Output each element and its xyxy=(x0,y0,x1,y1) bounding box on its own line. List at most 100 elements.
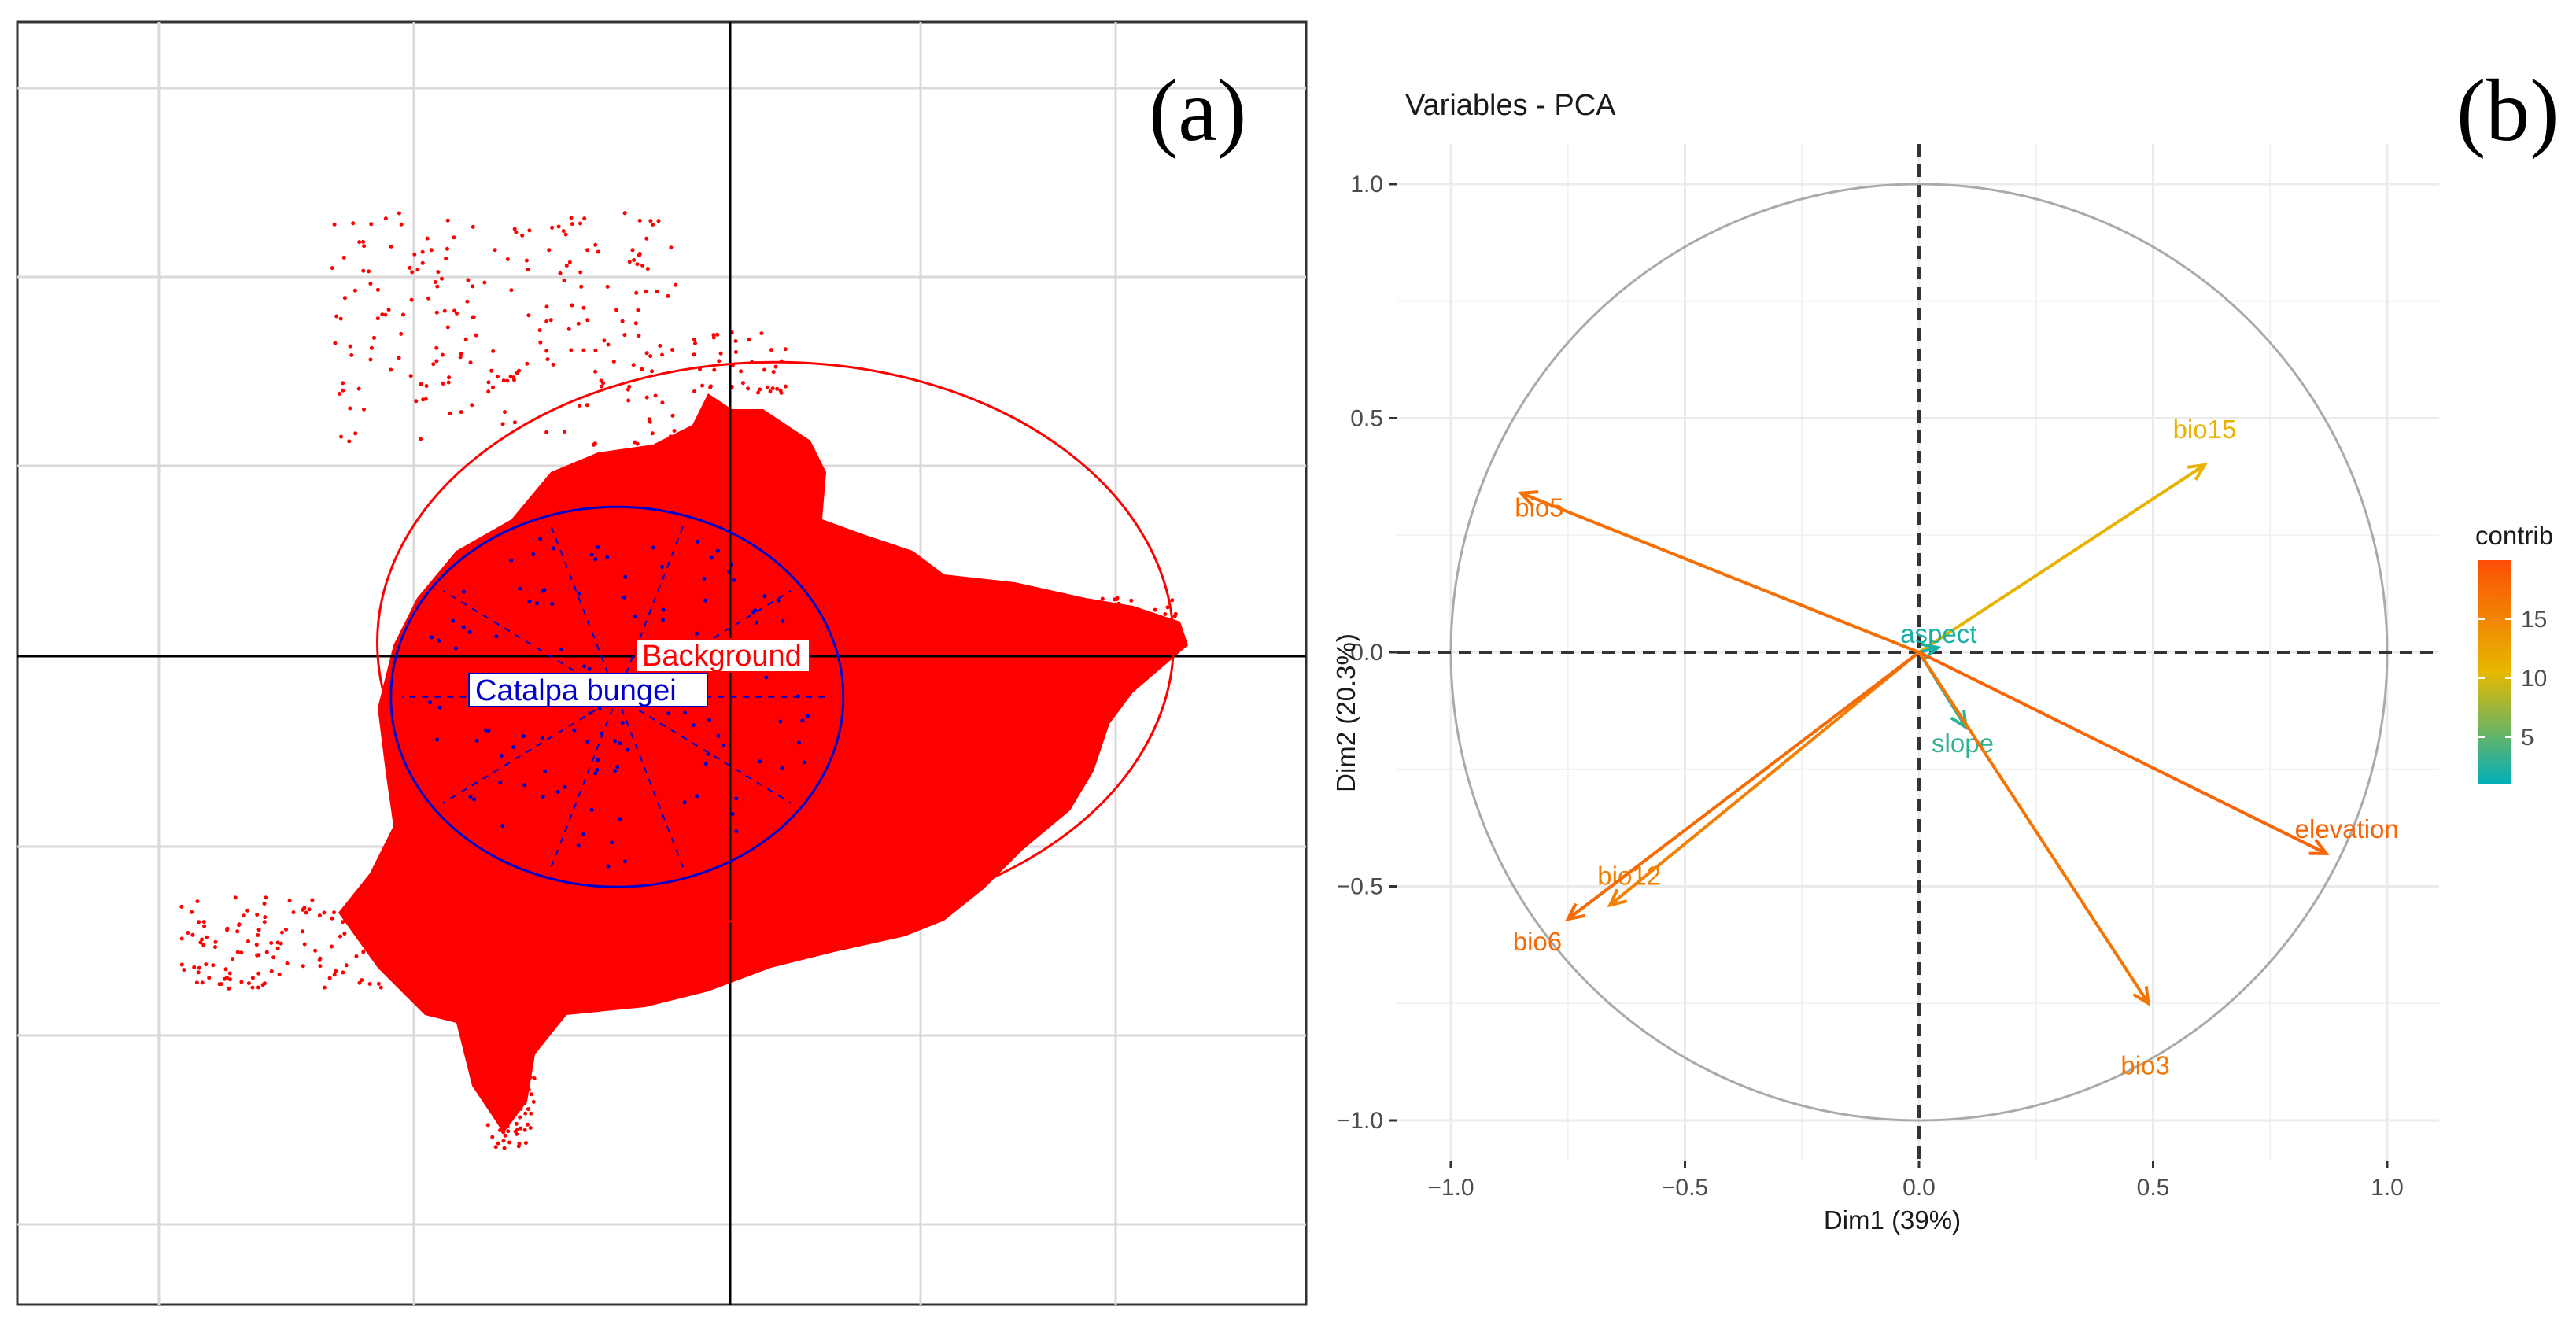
catalpa-point xyxy=(461,625,466,629)
background-point xyxy=(332,222,337,227)
catalpa-point xyxy=(610,840,614,845)
background-point xyxy=(550,225,555,230)
background-point xyxy=(404,915,408,920)
arrowhead-bio6 xyxy=(1565,902,1585,921)
background-point xyxy=(644,395,649,400)
catalpa-point xyxy=(550,601,555,606)
background-point xyxy=(362,407,366,412)
background-point xyxy=(512,227,517,231)
background-point xyxy=(717,359,722,364)
background-point xyxy=(637,334,641,338)
background-point xyxy=(409,297,414,302)
background-point xyxy=(256,928,261,932)
background-point xyxy=(640,263,645,268)
background-point xyxy=(1164,637,1168,642)
background-point xyxy=(400,976,405,981)
background-point xyxy=(341,970,345,975)
background-point xyxy=(482,280,487,285)
background-point xyxy=(651,223,655,227)
legend-title: contrib xyxy=(2475,521,2553,550)
background-point xyxy=(369,222,374,227)
catalpa-point xyxy=(730,811,735,816)
catalpa-point xyxy=(778,719,783,724)
background-point xyxy=(256,971,261,976)
background-point xyxy=(775,386,780,391)
background-point xyxy=(404,946,409,950)
background-point xyxy=(352,288,357,293)
background-point xyxy=(330,916,334,921)
background-point xyxy=(561,229,566,234)
background-point xyxy=(186,931,190,935)
x-tick-label: 0.0 xyxy=(1902,1175,1936,1201)
catalpa-point xyxy=(758,759,762,764)
background-point xyxy=(520,233,525,238)
arrow-bio3 xyxy=(1917,651,2150,1005)
background-point xyxy=(733,350,738,354)
background-point xyxy=(614,308,618,312)
catalpa-ray xyxy=(616,525,685,698)
background-point xyxy=(563,430,566,434)
catalpa-point xyxy=(593,771,598,776)
background-point xyxy=(514,1121,519,1126)
background-point xyxy=(626,387,630,392)
background-point xyxy=(1091,630,1095,635)
group-label: Background xyxy=(642,640,802,673)
background-point xyxy=(505,1124,510,1128)
background-point xyxy=(486,389,491,394)
catalpa-ray xyxy=(616,696,792,804)
background-point xyxy=(1064,640,1068,645)
background-point xyxy=(1079,633,1083,637)
background-point xyxy=(389,367,393,372)
background-point xyxy=(470,403,474,408)
background-point xyxy=(524,1045,529,1050)
background-point xyxy=(718,351,723,356)
catalpa-point xyxy=(435,737,439,742)
background-point xyxy=(596,249,600,254)
background-point xyxy=(459,410,463,415)
background-point xyxy=(492,1095,496,1100)
background-point xyxy=(526,267,530,271)
background-point xyxy=(650,431,655,436)
background-point xyxy=(635,262,640,267)
catalpa-point xyxy=(615,765,620,770)
background-point xyxy=(759,331,764,336)
background-point xyxy=(372,335,376,340)
catalpa-point xyxy=(606,864,611,869)
background-point xyxy=(256,985,260,990)
background-point xyxy=(334,969,338,973)
background-point xyxy=(626,398,631,403)
background-point xyxy=(1116,601,1121,606)
background-point xyxy=(381,937,386,941)
background-point xyxy=(506,1129,511,1134)
background-point xyxy=(235,929,240,934)
background-point xyxy=(201,943,206,947)
background-point xyxy=(440,276,444,281)
background-point xyxy=(239,980,244,984)
catalpa-point xyxy=(467,629,472,634)
background-point xyxy=(471,315,476,319)
background-point xyxy=(223,967,228,972)
background-point xyxy=(1163,612,1168,616)
background-point xyxy=(1125,611,1130,615)
background-point xyxy=(499,1119,504,1124)
background-point xyxy=(522,1101,527,1105)
background-point xyxy=(317,913,322,918)
catalpa-point xyxy=(651,545,655,550)
background-point xyxy=(337,392,341,396)
catalpa-point xyxy=(572,728,577,733)
group-label-box xyxy=(468,673,708,707)
panel-b-tag: (b) xyxy=(2456,62,2559,160)
background-point xyxy=(412,252,417,257)
background-point xyxy=(501,1139,506,1143)
background-point xyxy=(355,926,360,931)
background-point xyxy=(489,1089,493,1094)
background-point xyxy=(1107,632,1112,637)
catalpa-point xyxy=(585,740,590,744)
background-point xyxy=(435,284,440,289)
background-point xyxy=(440,352,445,357)
catalpa-point xyxy=(633,615,637,618)
catalpa-point xyxy=(498,781,503,785)
background-point xyxy=(300,929,304,934)
background-point xyxy=(528,1060,533,1065)
background-point xyxy=(448,411,452,415)
